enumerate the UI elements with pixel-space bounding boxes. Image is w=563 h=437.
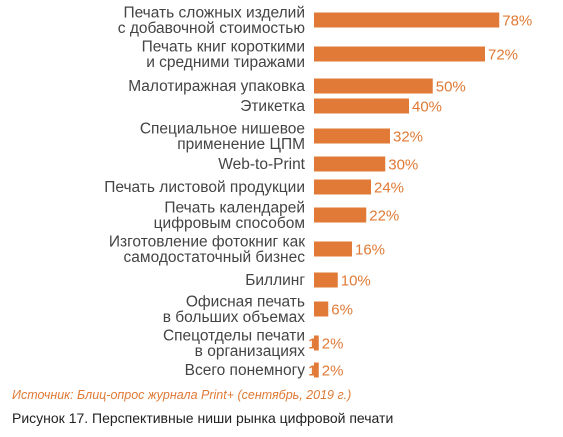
bar-value-label: 25	[414, 79, 431, 96]
category-label: Печать книг короткими и средними тиражами	[142, 38, 305, 71]
bar-percent-label: 24%	[374, 180, 404, 197]
bar-value-label: 39	[481, 13, 498, 30]
bar	[314, 335, 319, 351]
bar	[314, 207, 367, 223]
bar-percent-label: 6%	[331, 302, 353, 319]
bar-percent-label: 2%	[322, 363, 344, 380]
bar	[314, 98, 409, 114]
bar-percent-label: 72%	[488, 47, 518, 64]
category-label: Спецотделы печати в организациях	[163, 327, 305, 360]
bar-value-label: 12	[352, 180, 369, 197]
figure-caption: Рисунок 17. Перспективные ниши рынка циф…	[12, 410, 394, 426]
bar-value-label: 1	[308, 336, 316, 353]
bar-value-label: 1	[308, 363, 316, 380]
bar-percent-label: 50%	[436, 79, 466, 96]
bar	[314, 241, 352, 257]
bar-value-label: 20	[390, 99, 407, 116]
category-label: Изготовление фотокниг как самодостаточный…	[109, 233, 305, 266]
category-label: Всего понемногу	[185, 362, 306, 379]
category-label: Этикетка	[240, 98, 305, 115]
bar-percent-label: 10%	[341, 273, 371, 290]
bar-percent-label: 40%	[412, 99, 442, 116]
bar	[314, 362, 319, 378]
category-label: Печать листовой продукции	[104, 179, 305, 196]
source-note: Источник: Блиц-опрос журнала Print+ (сен…	[12, 388, 352, 402]
category-label: Специальное нишевое применение ЦПМ	[140, 120, 305, 153]
bar-value-label: 11	[348, 208, 364, 225]
bar-percent-label: 78%	[502, 13, 532, 30]
bar-value-label: 16	[371, 129, 388, 146]
bar-value-label: 8	[342, 242, 350, 259]
bar-chart: 39 78% Печать сложных изделий с добавочной …	[104, 4, 532, 380]
bar-value-label: 3	[318, 302, 326, 319]
bar-value-label: 5	[327, 273, 335, 290]
category-label: Биллинг	[245, 272, 305, 289]
bar-percent-label: 22%	[369, 208, 399, 225]
category-label: Web-to-Print	[218, 156, 305, 173]
category-label: Малотиражная упаковка	[128, 78, 305, 95]
category-label: Офисная печать в больших объемах	[163, 293, 306, 326]
bar	[314, 128, 390, 144]
bar	[314, 179, 371, 195]
bar	[314, 78, 433, 94]
bar	[314, 301, 329, 317]
bar	[314, 46, 485, 62]
bar	[314, 12, 500, 28]
bar	[314, 272, 338, 288]
bar	[314, 156, 386, 172]
bar-value-label: 15	[367, 157, 384, 174]
bar-value-label: 36	[466, 47, 483, 64]
bar-percent-label: 30%	[388, 157, 418, 174]
category-label: Печать сложных изделий с добавочной стоим…	[118, 4, 305, 37]
bar-percent-label: 32%	[393, 129, 423, 146]
bar-percent-label: 16%	[355, 242, 385, 259]
bar-percent-label: 2%	[322, 336, 344, 353]
category-label: Печать календарей цифровым способом	[154, 199, 305, 232]
